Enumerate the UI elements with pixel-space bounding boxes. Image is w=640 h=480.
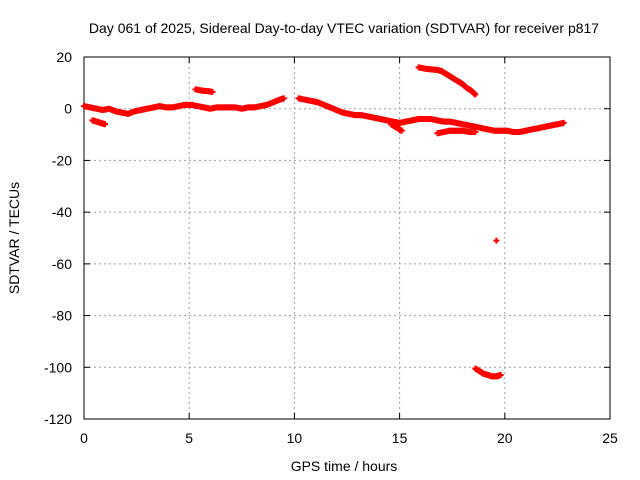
data-point xyxy=(280,95,287,102)
grid xyxy=(84,57,610,419)
y-tick-label: 0 xyxy=(64,101,72,117)
y-tick-label: -60 xyxy=(52,256,72,272)
y-tick-label: -100 xyxy=(44,359,72,375)
y-tick-label: -40 xyxy=(52,204,72,220)
series-main-band-early xyxy=(81,95,287,117)
x-tick-label: 20 xyxy=(497,430,513,446)
x-axis-label: GPS time / hours xyxy=(291,458,398,474)
series-upper-16-18h xyxy=(415,64,479,98)
series-dip-14-15 xyxy=(388,121,405,134)
plot-frame xyxy=(83,56,611,420)
x-tick-label: 5 xyxy=(185,430,193,446)
x-tick-label: 10 xyxy=(287,430,303,446)
y-tick-label: -120 xyxy=(44,411,72,427)
x-tick-label: 25 xyxy=(602,430,618,446)
y-tick-label: -80 xyxy=(52,308,72,324)
y-tick-label: 20 xyxy=(56,49,72,65)
data-point xyxy=(497,372,504,379)
y-axis-label: SDTVAR / TECUs xyxy=(6,182,22,294)
data-point xyxy=(493,237,500,244)
axis-ticks: 0 5 10 15 20 25 20 0 -20 -40 -60 -80 -100 -120 xyxy=(44,49,618,446)
series-upper-5h xyxy=(192,86,216,95)
data-point xyxy=(472,128,479,135)
x-tick-label: 0 xyxy=(80,430,88,446)
series-outlier-51 xyxy=(493,237,500,244)
data-points xyxy=(81,64,567,380)
data-point xyxy=(472,91,479,98)
data-point xyxy=(398,127,405,134)
data-point xyxy=(102,121,109,128)
x-tick-label: 15 xyxy=(392,430,408,446)
data-point xyxy=(209,88,216,95)
series-early-negative xyxy=(89,117,109,128)
series-outlier-100 xyxy=(472,365,504,380)
series-lower-17-19h xyxy=(434,127,479,137)
chart-title: Day 061 of 2025, Sidereal Day-to-day VTE… xyxy=(89,20,599,36)
series-main-band-late xyxy=(295,95,567,135)
y-tick-label: -20 xyxy=(52,152,72,168)
data-point xyxy=(560,119,567,126)
